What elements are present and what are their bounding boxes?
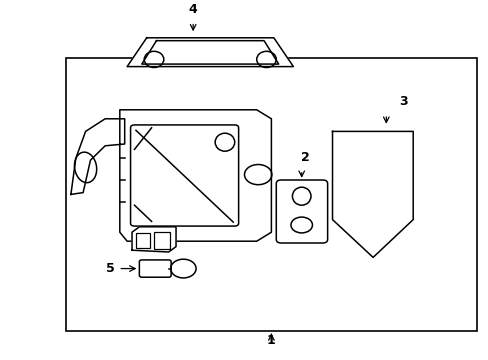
Polygon shape bbox=[132, 227, 176, 252]
Polygon shape bbox=[120, 110, 271, 241]
FancyBboxPatch shape bbox=[139, 260, 171, 277]
FancyBboxPatch shape bbox=[276, 180, 327, 243]
Text: 1: 1 bbox=[266, 334, 275, 347]
Bar bbox=[154, 232, 169, 249]
Bar bbox=[136, 233, 149, 248]
Text: 2: 2 bbox=[301, 151, 309, 164]
Polygon shape bbox=[71, 119, 124, 194]
Text: 5: 5 bbox=[105, 262, 114, 275]
Polygon shape bbox=[332, 131, 412, 257]
Bar bbox=[66, 58, 476, 331]
Polygon shape bbox=[127, 38, 293, 67]
Text: 3: 3 bbox=[398, 95, 407, 108]
FancyBboxPatch shape bbox=[130, 125, 238, 226]
Text: 4: 4 bbox=[188, 3, 197, 16]
